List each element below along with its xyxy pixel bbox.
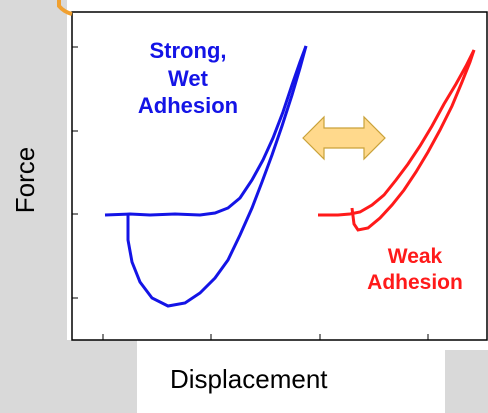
annotation-strong-adhesion: Strong, Wet Adhesion: [137, 38, 239, 118]
series-weak-adhesion-retract: [350, 49, 476, 232]
gray-background-left: [0, 0, 67, 413]
double-arrow: [302, 115, 386, 161]
x-axis-label: Displacement: [170, 364, 328, 394]
top-orange-mark: [57, 0, 73, 16]
series-strong-adhesion-approach: [104, 45, 308, 217]
annotation-weak-adhesion: Weak Adhesion: [367, 245, 463, 295]
y-axis-ticks: [72, 46, 78, 299]
x-axis-ticks: [102, 334, 429, 340]
gray-background-bottom: [67, 340, 137, 413]
y-axis-label: Force: [10, 147, 40, 213]
gray-background-bottom-right: [445, 350, 488, 413]
series-strong-adhesion-retract: [126, 45, 308, 308]
y-axis-label-wrapper: Force: [8, 135, 48, 225]
